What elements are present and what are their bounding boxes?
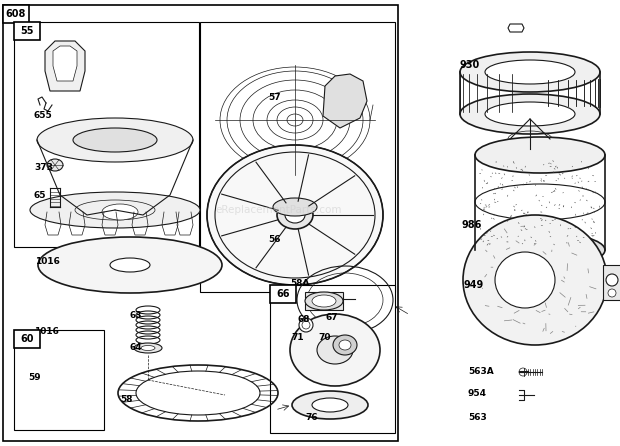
Ellipse shape — [141, 346, 155, 351]
Text: 64: 64 — [130, 343, 143, 352]
Ellipse shape — [110, 258, 150, 272]
Text: 954: 954 — [468, 389, 487, 398]
Ellipse shape — [495, 252, 555, 308]
Ellipse shape — [134, 343, 162, 353]
Ellipse shape — [290, 314, 380, 386]
Ellipse shape — [317, 336, 353, 364]
Text: 373: 373 — [34, 164, 53, 173]
Ellipse shape — [285, 207, 305, 223]
Text: 65: 65 — [34, 190, 46, 199]
Text: 59: 59 — [28, 373, 41, 383]
Text: 930: 930 — [460, 60, 481, 70]
Text: 57: 57 — [268, 94, 281, 103]
Bar — [270, 285, 395, 433]
Text: 655: 655 — [34, 111, 53, 120]
Ellipse shape — [305, 292, 343, 310]
Text: 55: 55 — [20, 26, 33, 36]
Polygon shape — [323, 74, 367, 128]
Ellipse shape — [339, 340, 351, 350]
Ellipse shape — [38, 237, 222, 293]
Text: 1016: 1016 — [35, 257, 60, 267]
Ellipse shape — [30, 192, 200, 228]
Circle shape — [608, 289, 616, 297]
Text: 71: 71 — [291, 334, 304, 343]
Bar — [603, 265, 620, 300]
Bar — [305, 292, 343, 310]
Ellipse shape — [463, 215, 607, 345]
Ellipse shape — [47, 159, 63, 171]
Ellipse shape — [277, 201, 313, 229]
Ellipse shape — [475, 137, 605, 173]
Text: 949: 949 — [463, 280, 483, 290]
Ellipse shape — [333, 335, 357, 355]
Ellipse shape — [73, 128, 157, 152]
Bar — [14, 330, 40, 348]
Text: 76: 76 — [305, 413, 317, 422]
Text: 58A: 58A — [290, 278, 309, 288]
Text: 56: 56 — [268, 235, 280, 244]
Text: eReplacementParts.com: eReplacementParts.com — [216, 205, 342, 215]
Circle shape — [299, 318, 313, 332]
Text: 67: 67 — [325, 314, 338, 322]
Ellipse shape — [475, 232, 605, 268]
Text: 563A: 563A — [468, 368, 494, 376]
Bar — [270, 285, 296, 303]
Text: 986: 986 — [462, 220, 482, 230]
Ellipse shape — [207, 145, 383, 285]
Bar — [3, 5, 29, 23]
Ellipse shape — [460, 52, 600, 92]
Text: 66: 66 — [277, 289, 290, 299]
Text: 1016: 1016 — [34, 326, 59, 335]
Bar — [3, 5, 398, 441]
Ellipse shape — [292, 391, 368, 419]
Text: 60: 60 — [20, 334, 33, 344]
Bar — [14, 22, 40, 40]
Ellipse shape — [37, 118, 193, 162]
Polygon shape — [45, 41, 85, 91]
Text: 608: 608 — [6, 9, 26, 19]
Text: 563: 563 — [468, 413, 487, 422]
Ellipse shape — [460, 94, 600, 134]
Bar — [200, 22, 395, 292]
Ellipse shape — [273, 198, 317, 216]
Bar — [14, 22, 199, 247]
Circle shape — [606, 274, 618, 286]
Text: 70: 70 — [318, 334, 330, 343]
Polygon shape — [53, 46, 77, 81]
Text: 58: 58 — [120, 396, 133, 405]
Circle shape — [519, 368, 527, 376]
Ellipse shape — [102, 204, 138, 220]
Text: 63: 63 — [130, 310, 143, 319]
Ellipse shape — [485, 60, 575, 84]
Bar — [14, 330, 104, 430]
Ellipse shape — [485, 102, 575, 126]
Ellipse shape — [312, 398, 348, 412]
Ellipse shape — [312, 295, 336, 307]
Text: 68: 68 — [297, 315, 309, 325]
